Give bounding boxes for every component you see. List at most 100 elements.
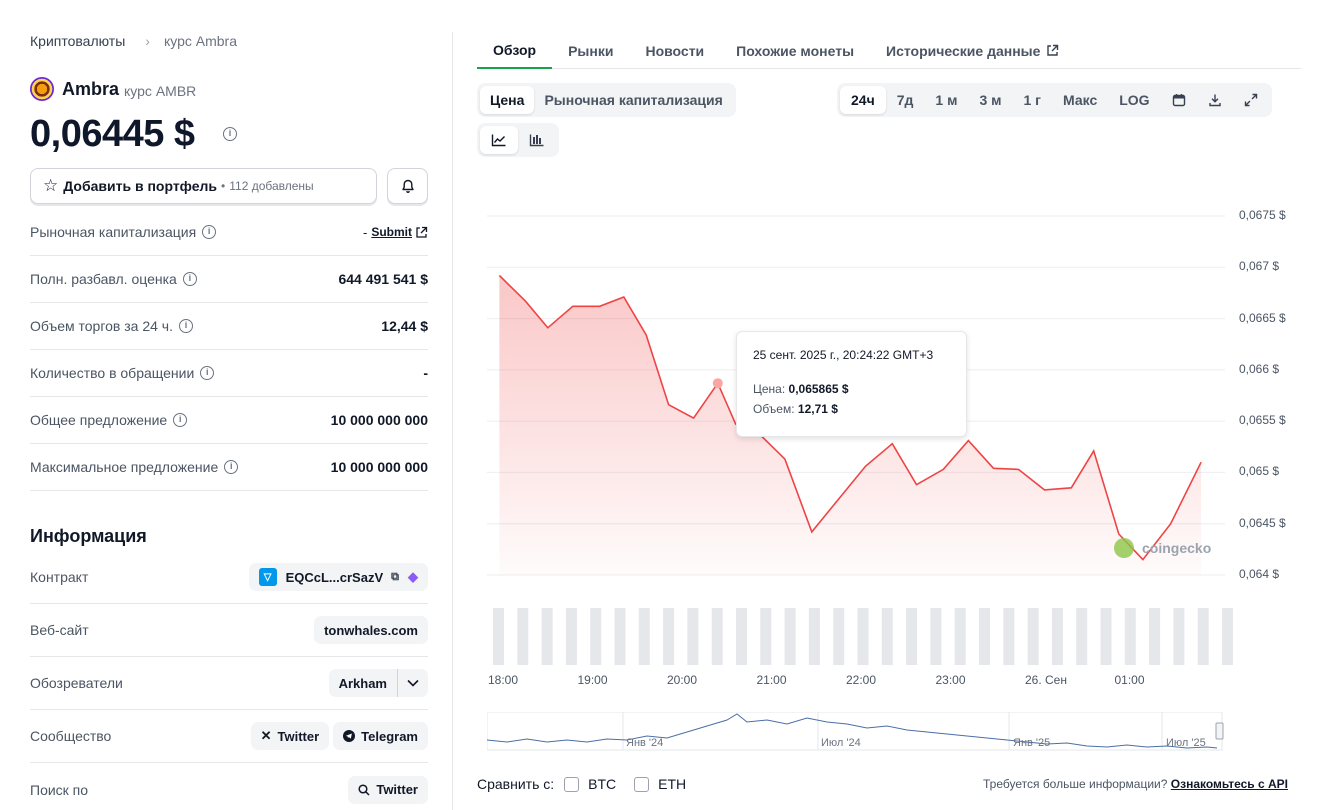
candlestick-chart-icon[interactable] xyxy=(518,126,556,154)
range-log[interactable]: LOG xyxy=(1119,92,1150,108)
y-tick-label: 0,0655 $ xyxy=(1239,413,1286,428)
price-area xyxy=(499,275,1202,575)
volume-bar xyxy=(1100,608,1112,665)
wallet-icon[interactable]: ◆ xyxy=(408,569,418,584)
contract-chip[interactable]: ▽ EQCcL...crSazV ⧉ ◆ xyxy=(248,563,428,591)
info-row-community: Сообщество ✕ Twitter Telegram xyxy=(30,710,428,763)
compare-row: Сравнить с: BTC ETH xyxy=(477,776,686,792)
navigator-tick: Янв '24 xyxy=(626,737,664,749)
stat-value: - xyxy=(423,365,428,381)
coin-summary-panel: Криптовалюты › курс Ambra Ambra курс AMB… xyxy=(30,0,428,810)
volume-bar xyxy=(857,608,869,665)
volume-bar xyxy=(614,608,626,665)
volume-bar xyxy=(1051,608,1063,665)
star-icon: ☆ xyxy=(43,176,59,195)
website-link[interactable]: tonwhales.com xyxy=(314,616,428,644)
stat-market-cap: Рыночная капитализация i - Submit xyxy=(30,209,428,256)
telegram-link[interactable]: Telegram xyxy=(333,722,428,750)
info-icon[interactable]: i xyxy=(178,319,193,333)
range-7d[interactable]: 7д xyxy=(896,92,914,108)
compare-eth-label[interactable]: ETH xyxy=(658,776,687,792)
twitter-link[interactable]: ✕ Twitter xyxy=(250,722,330,750)
price-chart[interactable] xyxy=(477,180,1237,680)
market-cap-option[interactable]: Рыночная капитализация xyxy=(544,92,723,108)
api-link[interactable]: Ознакомьтесь с API xyxy=(1170,777,1288,791)
volume-bar xyxy=(784,608,796,665)
range-navigator[interactable] xyxy=(487,712,1227,752)
volume-bar xyxy=(663,608,675,665)
price-option[interactable]: Цена xyxy=(480,86,535,114)
x-tick-label: 19:00 xyxy=(577,673,608,687)
coin-logo-icon xyxy=(30,77,54,101)
line-chart-icon[interactable] xyxy=(480,126,518,154)
stat-total-supply: Общее предложение i 10 000 000 000 xyxy=(30,397,428,444)
volume-bar xyxy=(954,608,966,665)
range-3m[interactable]: 3 м xyxy=(979,92,1002,108)
info-row-website: Веб-сайт tonwhales.com xyxy=(30,604,428,657)
compare-btc-checkbox[interactable] xyxy=(564,776,580,792)
fullscreen-icon[interactable] xyxy=(1233,86,1269,114)
chevron-down-icon[interactable] xyxy=(398,679,428,687)
volume-bar xyxy=(638,608,650,665)
volume-bar xyxy=(493,608,504,665)
info-icon[interactable]: i xyxy=(200,366,215,380)
explorers-dropdown[interactable]: Arkham xyxy=(328,669,428,697)
navigator-tick: Янв '25 xyxy=(1013,737,1051,749)
info-label: Поиск по xyxy=(30,781,89,798)
price-alert-button[interactable] xyxy=(387,168,428,204)
range-1y[interactable]: 1 г xyxy=(1023,92,1041,108)
info-icon[interactable]: i xyxy=(173,413,188,427)
search-on-twitter-link[interactable]: Twitter xyxy=(348,775,428,804)
volume-bar xyxy=(1003,608,1015,665)
y-tick-label: 0,066 $ xyxy=(1239,361,1280,376)
volume-bar xyxy=(906,608,918,665)
telegram-icon xyxy=(343,730,356,742)
portfolio-count: 112 добавлены xyxy=(229,179,314,193)
tab-overview[interactable]: Обзор xyxy=(477,32,553,69)
submit-link[interactable]: Submit xyxy=(371,225,412,239)
volume-bar xyxy=(833,608,845,665)
download-icon[interactable] xyxy=(1197,86,1233,114)
price-info-icon[interactable]: i xyxy=(223,127,237,141)
tab-historical-data[interactable]: Исторические данные xyxy=(870,32,1075,69)
coin-name: Ambra xyxy=(62,78,120,99)
volume-bar xyxy=(1173,608,1185,665)
external-link-icon xyxy=(1047,44,1059,56)
y-tick-label: 0,065 $ xyxy=(1239,464,1280,479)
y-tick-label: 0,064 $ xyxy=(1239,567,1280,581)
volume-bar xyxy=(760,608,772,665)
x-tick-label: 20:00 xyxy=(667,673,698,687)
compare-eth-checkbox[interactable] xyxy=(634,776,650,792)
info-icon[interactable]: i xyxy=(224,460,239,474)
range-24h[interactable]: 24ч xyxy=(840,86,886,114)
range-max[interactable]: Макс xyxy=(1063,92,1098,108)
calendar-icon[interactable] xyxy=(1161,86,1197,114)
volume-bar xyxy=(979,608,990,665)
tab-similar-coins[interactable]: Похожие монеты xyxy=(736,42,855,59)
stat-volume-24h: Объем торгов за 24 ч. i 12,44 $ xyxy=(30,303,428,350)
api-note: Требуется больше информации? Ознакомьтес… xyxy=(983,777,1288,791)
volume-bar xyxy=(1076,608,1088,665)
stat-max-supply: Максимальное предложение i 10 000 000 000 xyxy=(30,444,428,491)
info-icon[interactable]: i xyxy=(202,225,217,239)
telegram-label: Telegram xyxy=(361,728,418,744)
y-tick-label: 0,0645 $ xyxy=(1239,515,1286,530)
stat-label: Полн. разбавл. оценка xyxy=(30,271,177,287)
add-to-portfolio-button[interactable]: ☆ Добавить в портфель • 112 добавлены xyxy=(30,168,377,204)
ton-icon: ▽ xyxy=(258,568,277,586)
range-1m[interactable]: 1 м xyxy=(935,92,958,108)
volume-bar xyxy=(1027,608,1039,665)
compare-btc-label[interactable]: BTC xyxy=(588,776,617,792)
stat-value: 10 000 000 000 xyxy=(330,459,428,475)
stat-fdv: Полн. разбавл. оценка i 644 491 541 $ xyxy=(30,256,428,303)
explorer-link[interactable]: Arkham xyxy=(329,669,398,697)
tab-markets[interactable]: Рынки xyxy=(568,42,614,59)
breadcrumb-root[interactable]: Криптовалюты xyxy=(30,33,126,49)
tooltip-price-value: 0,065865 $ xyxy=(788,382,849,396)
hover-point xyxy=(712,378,723,389)
volume-bar xyxy=(1124,608,1136,665)
copy-icon[interactable]: ⧉ xyxy=(391,570,399,583)
info-section-title: Информация xyxy=(30,526,147,546)
info-icon[interactable]: i xyxy=(182,272,197,286)
tab-news[interactable]: Новости xyxy=(645,42,705,59)
